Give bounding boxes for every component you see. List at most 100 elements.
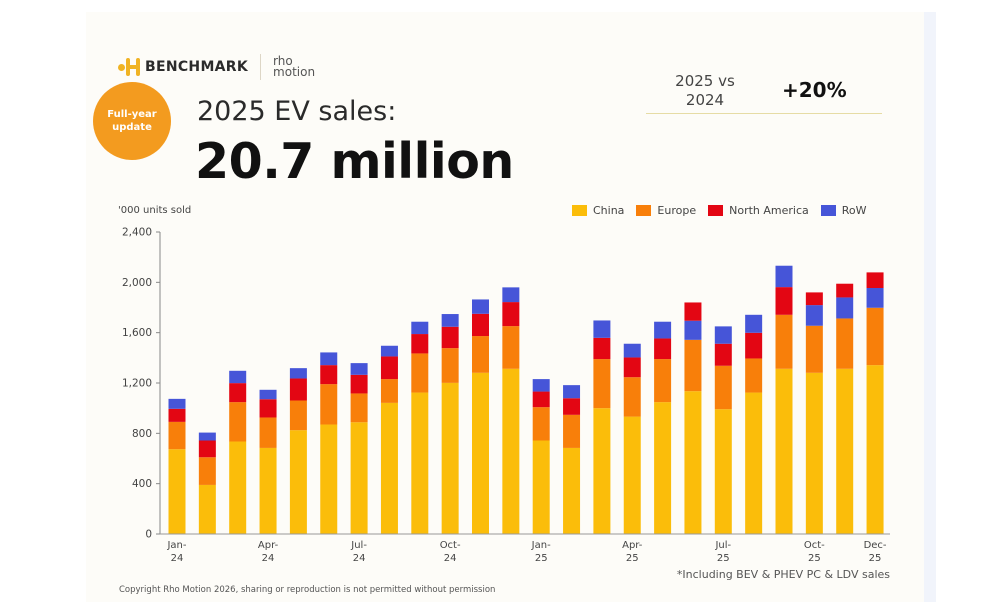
- bar-segment-china: [320, 424, 338, 534]
- logo: BENCHMARK rho motion: [118, 54, 315, 80]
- bar-segment-row: [411, 321, 429, 335]
- bar-segment-north-america: [380, 356, 398, 380]
- x-tick-label: 25: [626, 553, 639, 564]
- bar-segment-europe: [502, 326, 520, 369]
- bar-segment-north-america: [198, 440, 216, 458]
- bar-segment-china: [805, 372, 823, 534]
- bar-segment-row: [320, 352, 338, 366]
- bar-segment-north-america: [472, 313, 489, 337]
- comparison-value: +20%: [782, 78, 847, 102]
- x-tick-label: 25: [869, 553, 882, 564]
- bar-segment-north-america: [532, 391, 550, 408]
- bar-segment-row: [259, 389, 277, 400]
- x-tick-label: 24: [444, 553, 457, 564]
- bar-segment-china: [532, 440, 550, 534]
- bar-segment-china: [380, 402, 398, 534]
- x-tick-label: Jan-: [531, 540, 551, 551]
- badge-line1: Full-year: [107, 109, 157, 120]
- bar-segment-north-america: [168, 408, 186, 422]
- x-tick-label: Oct-: [440, 540, 461, 551]
- headline-total: 20.7 million: [195, 133, 514, 190]
- bar-segment-europe: [805, 325, 823, 373]
- y-axis-label: '000 units sold: [118, 205, 192, 216]
- bar-segment-north-america: [745, 332, 763, 359]
- bar-segment-north-america: [563, 398, 581, 415]
- bar-segment-north-america: [350, 374, 368, 394]
- legend-item-row: RoW: [820, 204, 867, 217]
- comparison-label: 2025 vs 2024: [660, 72, 750, 110]
- bar-segment-row: [654, 321, 672, 339]
- bar-segment-europe: [654, 359, 672, 403]
- x-tick-label: Jan-: [166, 540, 186, 551]
- x-tick-label: 25: [717, 553, 730, 564]
- bar-segment-europe: [563, 414, 581, 448]
- x-tick-label: 24: [353, 553, 366, 564]
- bar-segment-north-america: [593, 337, 611, 360]
- bar-segment-europe: [168, 421, 186, 450]
- bar-segment-europe: [380, 379, 398, 403]
- x-tick-label: 24: [262, 553, 275, 564]
- bar-segment-row: [836, 297, 854, 319]
- bar-segment-row: [866, 287, 884, 308]
- y-tick-label: 800: [132, 428, 152, 440]
- bar-segment-europe: [472, 336, 489, 373]
- bar-segment-row: [593, 320, 611, 338]
- bar-segment-china: [593, 408, 611, 534]
- bar-segment-row: [168, 398, 186, 409]
- x-tick-label: 25: [808, 553, 821, 564]
- bar-segment-europe: [198, 457, 216, 485]
- legend-label: China: [593, 204, 625, 217]
- bar-segment-china: [775, 368, 793, 534]
- bar-segment-europe: [836, 318, 854, 369]
- bar-segment-north-america: [866, 272, 884, 288]
- legend-label: North America: [729, 204, 809, 217]
- bar-segment-europe: [259, 417, 277, 448]
- bar-segment-china: [714, 409, 732, 534]
- bar-segment-row: [441, 314, 459, 327]
- bar-segment-row: [623, 343, 641, 358]
- bar-segment-north-america: [320, 365, 338, 385]
- bar-segment-north-america: [623, 357, 641, 378]
- bar-segment-europe: [684, 339, 702, 392]
- copyright: Copyright Rho Motion 2026, sharing or re…: [119, 585, 496, 595]
- bar-segment-north-america: [775, 287, 793, 315]
- footnote: *Including BEV & PHEV PC & LDV sales: [676, 568, 890, 581]
- bar-segment-row: [745, 314, 763, 333]
- y-tick-label: 400: [132, 478, 152, 490]
- bar-segment-china: [563, 447, 581, 534]
- legend-label: RoW: [841, 204, 867, 217]
- x-tick-label: Dec-: [864, 540, 887, 551]
- comparison-underline: [646, 113, 882, 114]
- x-tick-label: 25: [535, 553, 548, 564]
- bar-segment-row: [350, 363, 368, 375]
- x-tick-label: Jul-: [714, 540, 731, 551]
- bar-segment-row: [805, 305, 823, 326]
- legend-item-china: China: [572, 204, 624, 217]
- x-tick-label: Apr-: [258, 540, 279, 551]
- x-tick-label: Oct-: [804, 540, 825, 551]
- bar-segment-europe: [350, 393, 368, 423]
- bar-segment-north-america: [289, 378, 307, 401]
- y-tick-label: 1,600: [122, 327, 152, 339]
- bar-segment-china: [684, 391, 702, 534]
- legend-item-europe: Europe: [636, 204, 696, 217]
- bar-segment-europe: [320, 384, 338, 425]
- rho-motion-wordmark: rho motion: [273, 55, 315, 78]
- x-tick-label: Jul-: [350, 540, 367, 551]
- bar-segment-row: [684, 320, 702, 340]
- bar-segment-north-america: [411, 334, 429, 354]
- bar-segment-china: [866, 365, 884, 534]
- legend-swatch: [636, 205, 652, 216]
- bar-segment-china: [411, 392, 429, 534]
- bar-segment-china: [745, 392, 763, 534]
- comparison-label-line2: 2024: [685, 91, 725, 109]
- legend-label: Europe: [657, 204, 697, 217]
- bar-segment-north-america: [714, 343, 732, 366]
- bar-segment-row: [472, 299, 489, 314]
- bar-segment-north-america: [259, 399, 277, 418]
- bar-segment-china: [441, 382, 459, 534]
- benchmark-logo-icon: [118, 58, 142, 76]
- legend-swatch: [820, 205, 836, 216]
- bar-segment-china: [229, 441, 247, 534]
